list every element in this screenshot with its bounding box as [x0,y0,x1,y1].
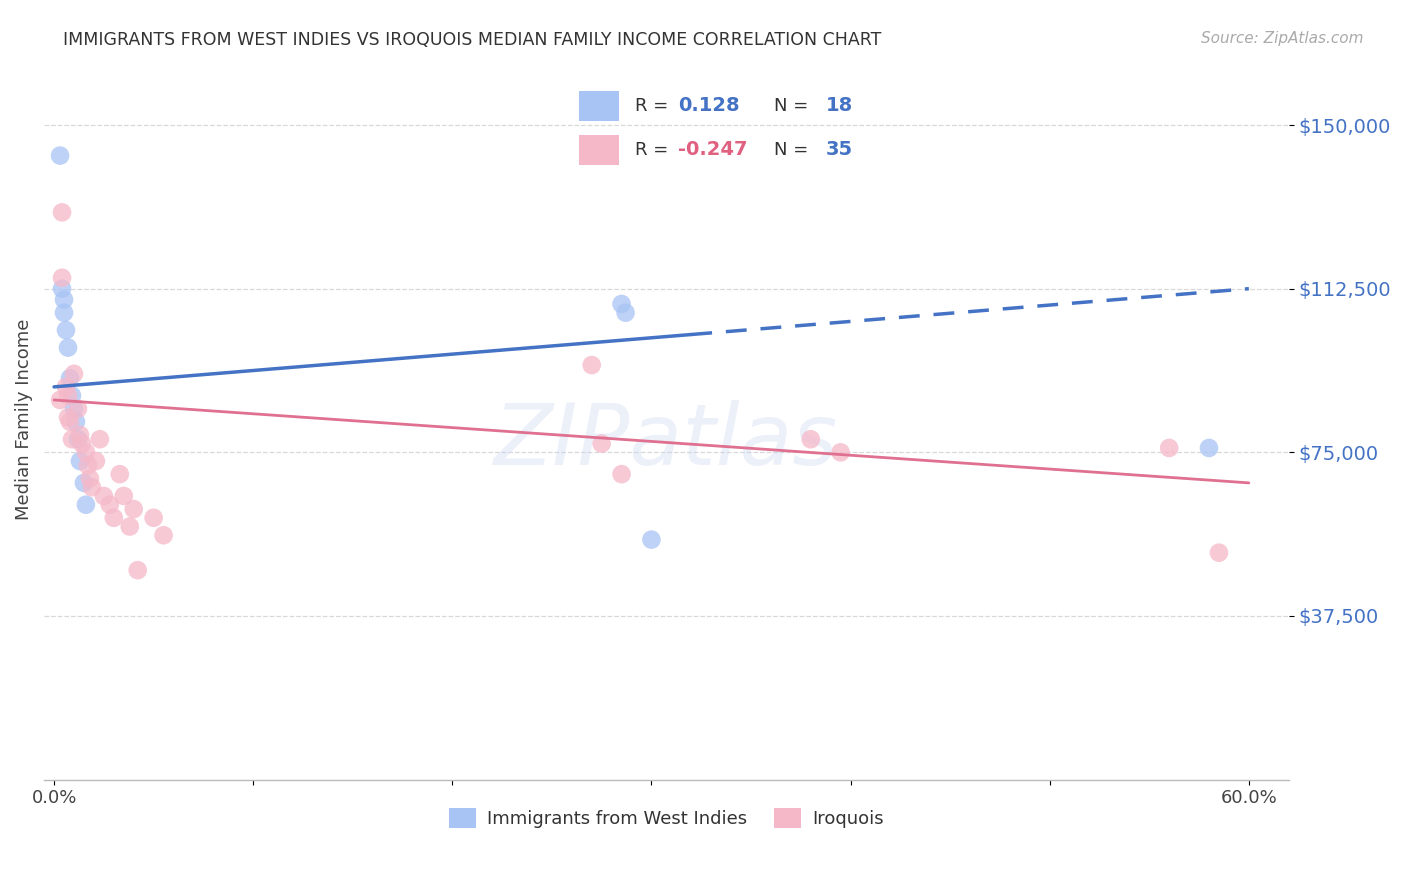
Point [56,389,79,403]
Legend: Immigrants from West Indies, Iroquois: Immigrants from West Indies, Iroquois [441,801,891,836]
Point [69,428,91,442]
Point [142,510,165,524]
Point [118,519,141,533]
Text: IMMIGRANTS FROM WEST INDIES VS IROQUOIS MEDIAN FAMILY INCOME CORRELATION CHART: IMMIGRANTS FROM WEST INDIES VS IROQUOIS … [63,31,882,49]
Point [122,502,145,516]
Y-axis label: Median Family Income: Median Family Income [15,319,32,520]
Point [66,432,89,446]
Point [69,454,91,468]
Point [49,148,72,162]
Point [591,436,613,450]
Point [79,471,101,485]
Point [75,498,97,512]
Point [1159,441,1181,455]
Point [56,410,79,425]
Point [108,467,131,482]
Point [60,389,83,403]
Point [59,371,82,385]
Point [640,533,662,547]
Point [80,480,103,494]
Point [55,380,77,394]
Point [112,489,135,503]
Point [56,341,79,355]
Point [51,270,73,285]
Point [55,323,77,337]
Point [51,205,73,219]
Point [77,458,100,473]
Point [103,510,125,524]
Point [89,432,111,446]
Text: Source: ZipAtlas.com: Source: ZipAtlas.com [1201,31,1364,46]
Point [60,432,83,446]
Point [63,401,86,416]
Point [49,392,72,407]
Point [66,401,89,416]
Point [1198,441,1220,455]
Point [73,475,96,490]
Point [93,489,115,503]
Point [800,432,823,446]
Point [53,306,76,320]
Point [75,445,97,459]
Point [830,445,852,459]
Text: ZIPatlas: ZIPatlas [495,400,838,483]
Point [70,436,93,450]
Point [51,282,73,296]
Point [152,528,174,542]
Point [84,454,107,468]
Point [98,498,121,512]
Point [610,467,633,482]
Point [63,367,86,381]
Point [65,415,87,429]
Point [610,297,633,311]
Point [614,306,637,320]
Point [581,358,603,372]
Point [127,563,149,577]
Point [53,293,76,307]
Point [59,415,82,429]
Point [1208,546,1230,560]
